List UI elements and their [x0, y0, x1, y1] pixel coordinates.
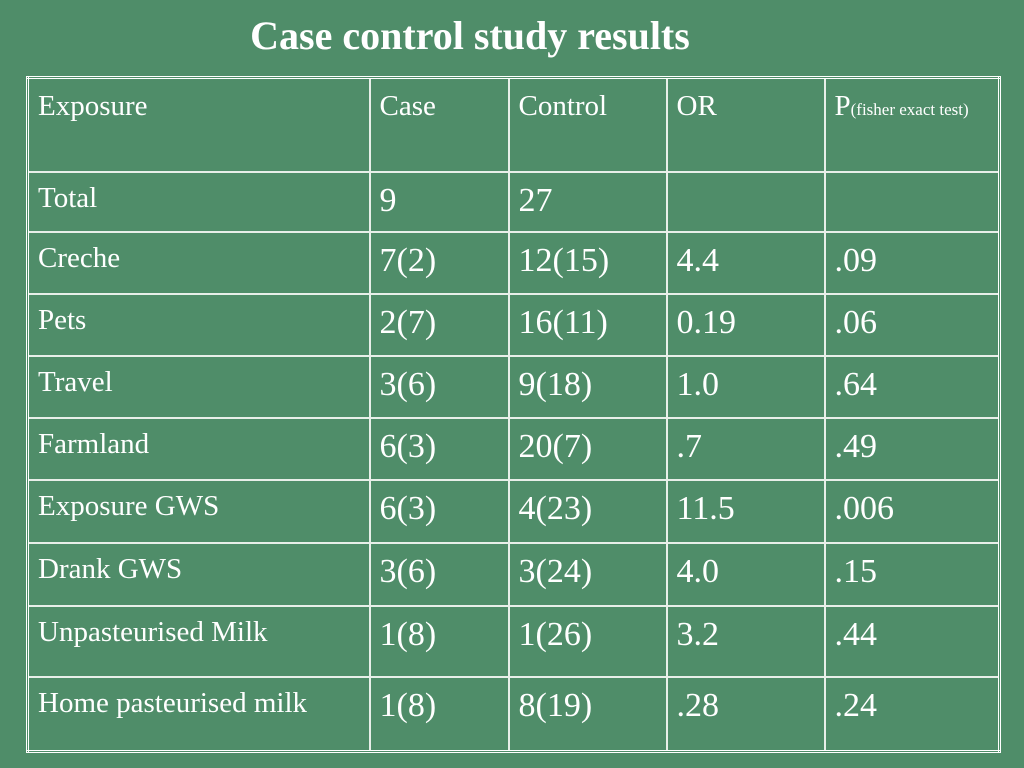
data-row: Total 9 27	[26, 170, 1001, 233]
row-label: Farmland	[26, 416, 371, 481]
row-label: Exposure GWS	[26, 478, 371, 544]
data-cell: 3.2	[665, 604, 826, 678]
data-cell: .64	[823, 354, 1001, 419]
data-row: Unpasteurised Milk 1(8) 1(26) 3.2.44	[26, 604, 1001, 678]
data-cell: 20(7)	[507, 416, 668, 481]
data-cell: .15	[823, 541, 1001, 607]
header-row: Exposure Case Control OR P(fisher exact test…	[26, 76, 1001, 173]
data-cell: 9(18)	[507, 354, 668, 419]
data-cell: .7	[665, 416, 826, 481]
data-cell: .49	[823, 416, 1001, 481]
header-main: P	[834, 90, 851, 122]
empty-cell	[823, 170, 1001, 233]
data-cell: 0.19	[665, 292, 826, 357]
data-cell: 4(23)	[507, 478, 668, 544]
data-cell: 2(7)	[368, 292, 510, 357]
data-cell: 11.5	[665, 478, 826, 544]
header-cell: P(fisher exact test)	[823, 76, 1001, 173]
data-row: Travel 3(6) 9(18) 1.0.64	[26, 354, 1001, 419]
data-row: Creche 7(2) 12(15) 4.4.09	[26, 230, 1001, 295]
row-label: Total	[26, 170, 371, 233]
data-cell: 16(11)	[507, 292, 668, 357]
data-cell: 8(19)	[507, 675, 668, 753]
results-table: Exposure Case Control OR P(fisher exact test…	[26, 76, 1001, 753]
data-cell: 9	[368, 170, 510, 233]
slide-title: Case control study results	[250, 13, 690, 58]
data-cell: .24	[823, 675, 1001, 753]
data-cell: .06	[823, 292, 1001, 357]
data-cell: 6(3)	[368, 416, 510, 481]
data-cell: 3(6)	[368, 541, 510, 607]
data-row: Exposure GWS 6(3) 4(23) 11.5.006	[26, 478, 1001, 544]
data-cell: 1.0	[665, 354, 826, 419]
header-cell: OR	[665, 76, 826, 173]
row-label: Unpasteurised Milk	[26, 604, 371, 678]
data-row: Home pasteurised milk 1(8) 8(19) .28.24	[26, 675, 1001, 753]
data-cell: 1(26)	[507, 604, 668, 678]
data-cell: 12(15)	[507, 230, 668, 295]
row-label: Travel	[26, 354, 371, 419]
data-row: Farmland 6(3) 20(7) .7.49	[26, 416, 1001, 481]
empty-cell	[665, 170, 826, 233]
data-cell: .44	[823, 604, 1001, 678]
data-cell: 4.0	[665, 541, 826, 607]
data-cell: 1(8)	[368, 604, 510, 678]
data-row: Pets 2(7) 16(11) 0.19.06	[26, 292, 1001, 357]
header-cell: Exposure	[26, 76, 371, 173]
data-cell: 3(6)	[368, 354, 510, 419]
data-cell: 4.4	[665, 230, 826, 295]
row-label: Creche	[26, 230, 371, 295]
data-cell: .09	[823, 230, 1001, 295]
row-label: Drank GWS	[26, 541, 371, 607]
data-cell: 6(3)	[368, 478, 510, 544]
data-cell: .28	[665, 675, 826, 753]
data-cell: 7(2)	[368, 230, 510, 295]
data-cell: 1(8)	[368, 675, 510, 753]
data-cell: 3(24)	[507, 541, 668, 607]
data-cell: .006	[823, 478, 1001, 544]
header-cell: Control	[507, 76, 668, 173]
row-label: Pets	[26, 292, 371, 357]
data-row: Drank GWS 3(6) 3(24) 4.0.15	[26, 541, 1001, 607]
data-cell: 27	[507, 170, 668, 233]
header-sub: (fisher exact test)	[850, 100, 969, 119]
row-label: Home pasteurised milk	[26, 675, 371, 753]
header-cell: Case	[368, 76, 510, 173]
table-body: Exposure Case Control OR P(fisher exact test…	[26, 76, 1001, 753]
